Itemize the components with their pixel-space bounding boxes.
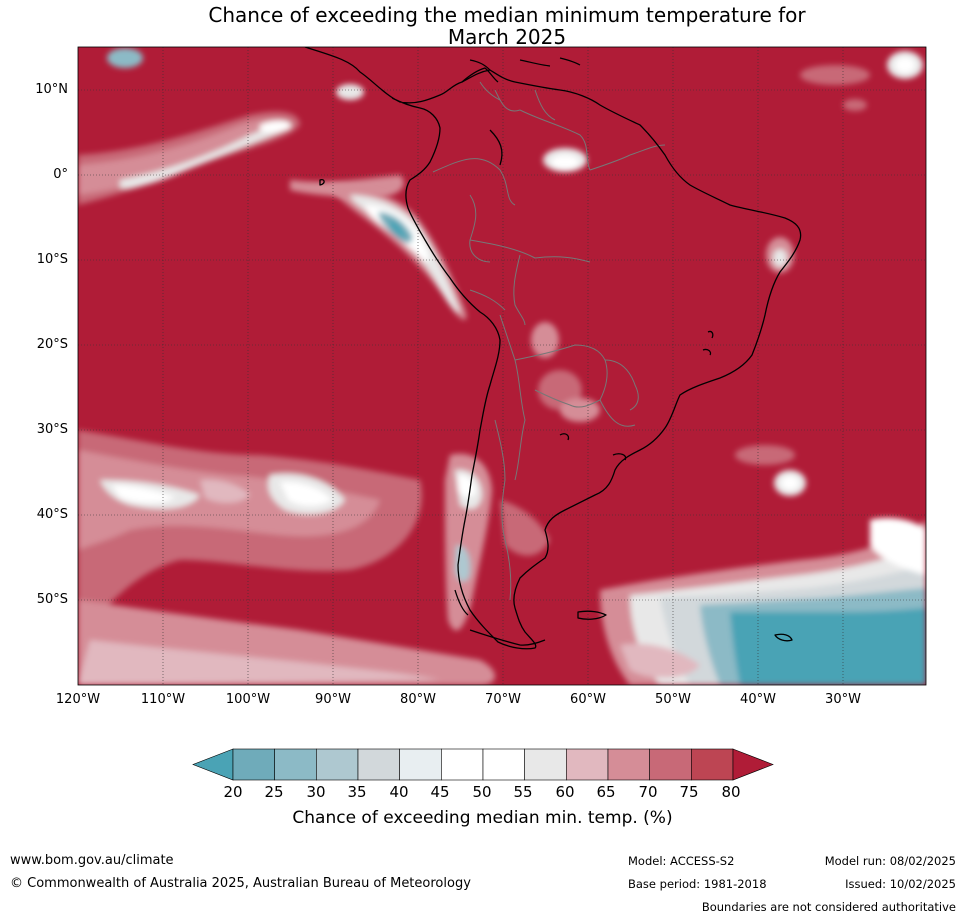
lon-label-60w: 60°W <box>570 692 606 707</box>
colorbar-tick-30: 30 <box>306 783 326 801</box>
colorbar-box-60-65 <box>566 748 609 781</box>
title-line-1: Chance of exceeding the median minimum t… <box>208 3 806 27</box>
colorbar-tick-75: 75 <box>679 783 699 801</box>
colorbar-box-50-55 <box>482 748 525 781</box>
colorbar-tick-50: 50 <box>472 783 492 801</box>
lat-label-10s: 10°S <box>36 252 68 267</box>
colorbar-box-75-80 <box>691 748 734 781</box>
footer-url: www.bom.gov.au/climate <box>10 853 174 868</box>
colorbar-tick-70: 70 <box>638 783 658 801</box>
lat-label-30s: 30°S <box>36 422 68 437</box>
colorbar-tick-60: 60 <box>555 783 575 801</box>
footer-boundaries-note: Boundaries are not considered authoritat… <box>701 900 956 914</box>
lon-label-70w: 70°W <box>485 692 521 707</box>
lat-label-20s: 20°S <box>36 337 68 352</box>
anomaly-patagonia <box>445 453 550 631</box>
cool-anomaly-peru-coast <box>330 185 467 320</box>
footer-model-run: Model run: 08/02/2025 <box>824 854 956 868</box>
probability-field <box>78 47 926 685</box>
footer-model: Model: ACCESS-S2 <box>628 854 735 868</box>
coastline-south-america <box>304 47 802 650</box>
colorbar-title: Chance of exceeding median min. temp. (%… <box>292 808 673 828</box>
lon-label-120w: 120°W <box>55 692 101 707</box>
small-anomaly-spots <box>107 48 923 496</box>
title-line-2: March 2025 <box>447 25 567 49</box>
lon-label-50w: 50°W <box>655 692 691 707</box>
lat-label-40s: 40°S <box>36 507 68 522</box>
colorbar-tick-80: 80 <box>721 783 741 801</box>
map-title: Chance of exceeding the median minimum t… <box>0 4 965 48</box>
colorbar-tick-20: 20 <box>223 783 243 801</box>
cool-anomaly-south-atlantic <box>600 518 926 685</box>
lon-label-80w: 80°W <box>400 692 436 707</box>
colorbar-tick-35: 35 <box>347 783 367 801</box>
colorbar <box>192 748 774 781</box>
country-borders <box>432 81 666 601</box>
lon-label-30w: 30°W <box>825 692 861 707</box>
colorbar-box-20-25 <box>232 748 275 781</box>
lat-label-0: 0° <box>53 167 68 182</box>
colorbar-box-30-35 <box>316 748 359 781</box>
lon-label-110w: 110°W <box>140 692 186 707</box>
colorbar-box-45-50 <box>441 748 484 781</box>
lon-label-100w: 100°W <box>225 692 271 707</box>
colorbar-tick-25: 25 <box>264 783 284 801</box>
colorbar-tick-40: 40 <box>389 783 409 801</box>
lat-label-50s: 50°S <box>36 592 68 607</box>
colorbar-tick-45: 45 <box>430 783 450 801</box>
lon-label-90w: 90°W <box>315 692 351 707</box>
footer-base-period: Base period: 1981-2018 <box>628 877 767 891</box>
colorbar-extend-high <box>732 748 774 781</box>
colorbar-tick-55: 55 <box>513 783 533 801</box>
colorbar-tick-65: 65 <box>596 783 616 801</box>
footer-issued: Issued: 10/02/2025 <box>845 877 956 891</box>
colorbar-box-70-75 <box>649 748 692 781</box>
graticule-lines <box>78 47 926 685</box>
coastline-caribbean <box>469 57 581 71</box>
colorbar-box-25-30 <box>274 748 317 781</box>
lat-label-10n: 10°N <box>35 82 68 97</box>
footer-copyright: © Commonwealth of Australia 2025, Austra… <box>10 876 471 891</box>
colorbar-box-65-70 <box>607 748 650 781</box>
pale-band-southern-pacific <box>78 430 495 685</box>
map-frame <box>77 46 927 686</box>
lon-label-40w: 40°W <box>740 692 776 707</box>
colorbar-box-55-60 <box>524 748 567 781</box>
colorbar-box-35-40 <box>357 748 400 781</box>
colorbar-extend-low <box>192 748 234 781</box>
colorbar-box-40-45 <box>399 748 442 781</box>
